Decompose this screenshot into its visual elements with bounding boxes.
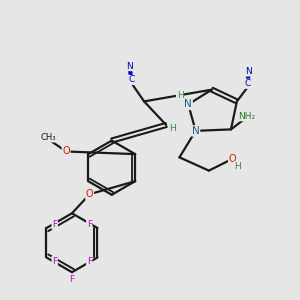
Text: C: C — [128, 75, 134, 84]
Text: N: N — [127, 61, 134, 70]
Text: F: F — [87, 220, 92, 229]
Text: H: H — [177, 91, 183, 100]
Text: O: O — [86, 189, 94, 199]
Text: F: F — [52, 220, 57, 229]
Text: F: F — [87, 256, 92, 266]
Text: O: O — [62, 146, 70, 157]
Text: F: F — [52, 256, 57, 266]
Text: C: C — [244, 79, 250, 88]
Text: CH₃: CH₃ — [41, 133, 56, 142]
Text: F: F — [69, 275, 74, 284]
Text: N: N — [184, 99, 192, 110]
Text: O: O — [229, 154, 236, 164]
Text: NH₂: NH₂ — [238, 112, 256, 121]
Text: N: N — [245, 67, 252, 76]
Text: H: H — [234, 162, 241, 171]
Text: N: N — [192, 126, 200, 136]
Text: H: H — [169, 124, 176, 133]
